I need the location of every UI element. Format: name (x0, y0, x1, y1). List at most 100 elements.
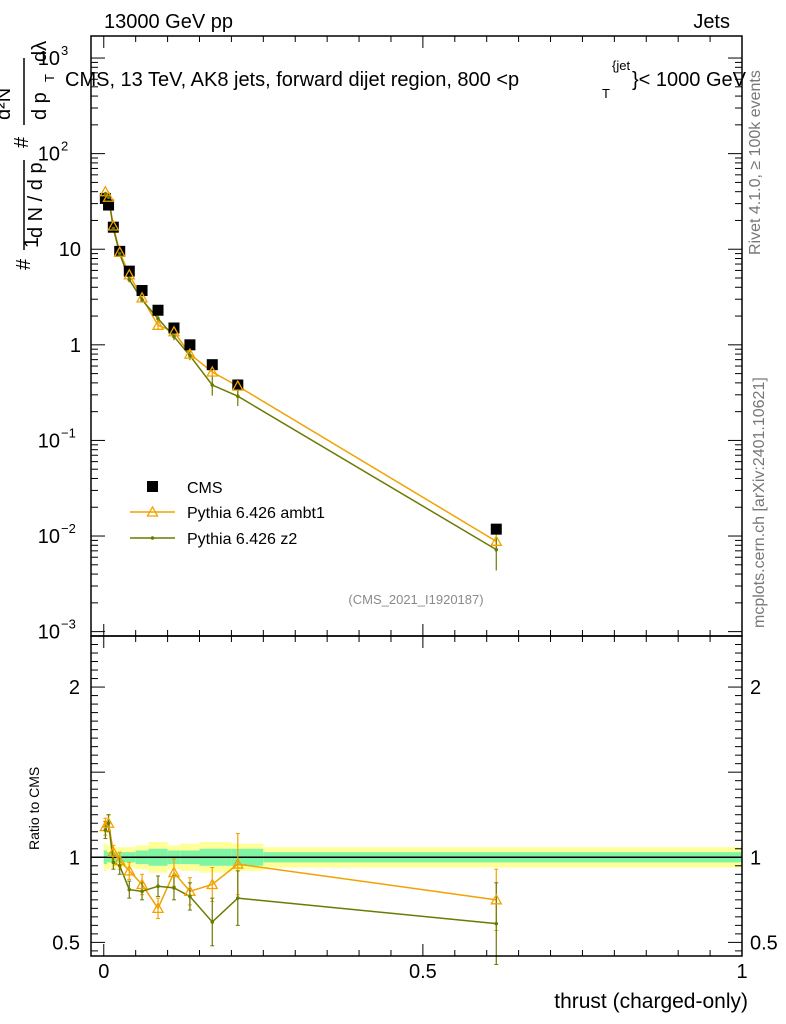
ratio-y-tick-label: 0.5 (52, 932, 80, 954)
main-y-tick-exp: −3 (61, 617, 76, 632)
z2-point (172, 334, 176, 339)
ylabel-den: d N / d p (25, 162, 47, 238)
ambt1-point (99, 185, 112, 197)
z2-ratio-point (156, 884, 160, 889)
ylabel-hash2: # (11, 136, 33, 148)
main-y-tick-exp: 2 (61, 139, 68, 154)
cms-point (152, 304, 164, 316)
x-tick-label: 0.5 (409, 961, 437, 983)
z2-point (235, 394, 240, 399)
ambt1-ratio-point (167, 866, 181, 878)
cms-point (103, 199, 115, 211)
main-line-z2 (104, 193, 497, 551)
ylabel-one: 1 (21, 237, 43, 248)
z2-point (188, 353, 192, 358)
ambt1-ratio-point (102, 816, 115, 828)
ambt1-ratio-point (135, 878, 149, 890)
cms-point (136, 285, 148, 297)
ylabel-den2-sub: T (42, 74, 57, 82)
z2-ratio-point (103, 828, 108, 832)
ambt1-ratio-point (123, 864, 136, 876)
ambt1-ratio-point (151, 902, 165, 913)
main-y-tick-label: 10 (59, 239, 81, 261)
ambt1-point (490, 534, 503, 546)
ratio-ylabel: Ratio to CMS (26, 767, 42, 850)
z2-point (210, 383, 215, 387)
z2-point (111, 226, 116, 231)
z2-point (140, 298, 144, 302)
analysis-id: (CMS_2021_I1920187) (348, 592, 483, 607)
main-line-ambt1 (104, 191, 497, 542)
main-y-tick-exp: 3 (61, 43, 68, 58)
ambt1-ratio-point (107, 845, 120, 857)
title-sup: {jet (612, 58, 630, 73)
ambt1-ratio-point (231, 857, 244, 869)
series-points (99, 185, 503, 926)
main-y-tick-label: 10 (38, 526, 60, 548)
z2-point (117, 251, 122, 256)
z2-ratio-point (172, 886, 176, 890)
ambt1-ratio-point (206, 878, 219, 890)
ratio-y-tick-label-right: 1 (750, 847, 761, 869)
z2-ratio-point (210, 920, 215, 924)
header-jets: Jets (693, 11, 730, 33)
ylabel-hash1: # (13, 258, 35, 270)
legend-z2-marker (150, 536, 155, 540)
cms-point (206, 359, 218, 371)
header-energy: 13000 GeV pp (104, 11, 233, 33)
ratio-y-tick-label: 2 (69, 677, 80, 699)
legend: CMS Pythia 6.426 ambt1 Pythia 6.426 z2 (130, 480, 325, 548)
ylabel-dlambda: dλ (29, 41, 51, 62)
legend-z2-label: Pythia 6.426 z2 (187, 531, 297, 548)
xaxis-label: thrust (charged-only) (554, 990, 748, 1013)
ambt1-point (231, 379, 244, 391)
main-y-tick-exp: −1 (61, 425, 76, 440)
ratio-uncertainty-bands (91, 841, 742, 873)
ambt1-point (206, 365, 219, 377)
z2-ratio-point (235, 896, 240, 900)
z2-ratio-point (188, 894, 192, 899)
z2-ratio-point (127, 887, 132, 892)
z2-ratio-point (494, 921, 499, 926)
ambt1-point (135, 291, 149, 303)
z2-ratio-point (140, 889, 144, 894)
cms-point (114, 245, 126, 257)
ambt1-point (183, 347, 197, 359)
z2-ratio-point (117, 863, 122, 868)
legend-ambt1-marker (146, 505, 159, 517)
x-tick-label: 0 (98, 961, 109, 983)
ratio-y-tick-label-right: 0.5 (750, 932, 778, 954)
mcplots-label: mcplots.cern.ch [arXiv:2401.10621] (751, 377, 768, 628)
ambt1-point (102, 190, 115, 202)
legend-cms-marker (147, 481, 158, 492)
ambt1-point (113, 245, 126, 257)
plot-title: CMS, 13 TeV, AK8 jets, forward dijet reg… (65, 58, 747, 101)
z2-point (494, 547, 499, 552)
z2-ratio-point (111, 860, 116, 865)
main-y-tick-exp: −2 (61, 521, 76, 536)
legend-ambt1-label: Pythia 6.426 ambt1 (187, 505, 325, 522)
z2-point (127, 277, 132, 282)
z2-point (103, 192, 108, 196)
cms-point (184, 339, 196, 351)
ylabel-den2: d p (29, 92, 51, 120)
z2-ratio-point (106, 821, 111, 826)
main-y-tick-label: 10 (38, 622, 60, 644)
ratio-y-tick-label: 1 (69, 847, 80, 869)
x-tick-label: 1 (736, 961, 747, 983)
ratio-y-tick-label-right: 2 (750, 677, 761, 699)
ratio-plot-frame (90, 635, 743, 957)
main-y-tick-label: 1 (70, 335, 81, 357)
main-y-tick-label: 10 (38, 430, 60, 452)
z2-point (156, 316, 160, 321)
title-part2: }< 1000 GeV (632, 69, 747, 91)
cms-point (490, 523, 502, 535)
main-y-tick-label: 10 (38, 48, 60, 70)
z2-point (106, 195, 111, 200)
cms-point (232, 379, 244, 391)
main-y-tick-label: 10 (38, 144, 60, 166)
ambt1-ratio-point (490, 893, 503, 905)
title-part1: CMS, 13 TeV, AK8 jets, forward dijet reg… (65, 69, 519, 91)
